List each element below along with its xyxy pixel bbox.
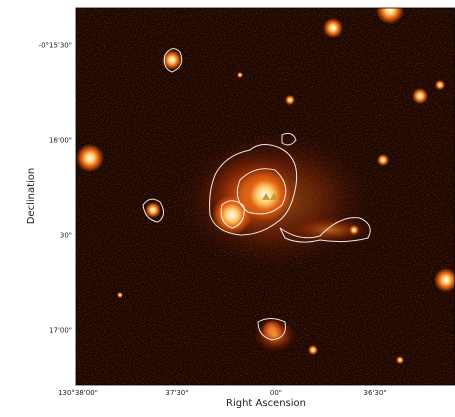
y-axis-label: Declination (26, 168, 37, 225)
x-axis-label: Right Ascension (226, 398, 306, 409)
y-tick-label: 16'00" (49, 137, 72, 145)
x-tick-label: 36'30" (364, 389, 387, 397)
figure: Right Ascension Declination 130°38'00" 37… (0, 0, 455, 413)
y-tick-label: -0°15'30" (39, 41, 72, 49)
x-tick-label: 37'30" (166, 389, 189, 397)
x-tick-label: 130°38'00" (58, 389, 98, 397)
y-tick-label: 17'00" (49, 326, 72, 334)
sky-image (76, 0, 455, 385)
y-tick-label: 30" (60, 231, 72, 239)
x-tick-label: 00" (270, 389, 282, 397)
